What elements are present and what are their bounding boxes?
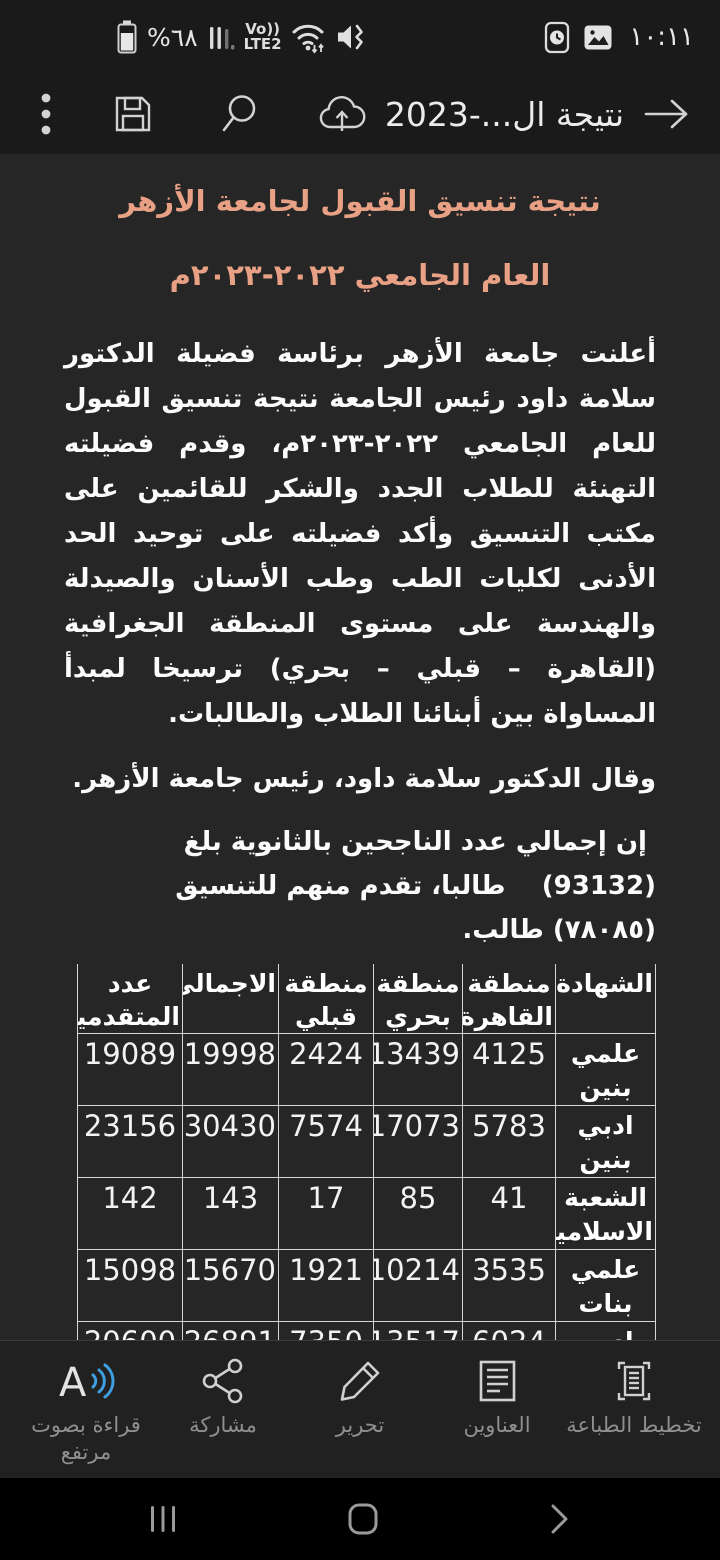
cell-value: 41 [462,1177,556,1250]
screenshot-icon [583,24,613,51]
headings-button[interactable]: العناوين [429,1355,565,1478]
col-header-qibli: منطقة قبلي [278,964,374,1034]
edit-button[interactable]: تحرير [292,1355,428,1478]
android-nav-bar [0,1478,720,1560]
cell-value: 15098 [77,1249,183,1322]
toolbar-item-label: تحرير [335,1413,385,1437]
table-row: علمي بنين 4125 13439 2424 19998 19089 [77,1033,656,1106]
col-header-certificate: الشهادة [555,964,656,1034]
cell-value: 4125 [462,1033,556,1106]
print-layout-icon [608,1355,660,1407]
cell-value: 7574 [278,1105,374,1178]
status-left-cluster: %٦٨ Vo)) LTE2 [116,20,366,54]
document-title: نتيجة ال...-2023 [384,94,624,134]
cell-value: 23156 [77,1105,183,1178]
row-label: الشعبة الاسلامية [555,1177,656,1250]
save-icon[interactable] [110,91,156,137]
cell-value: 19089 [77,1033,183,1106]
col-header-cairo: منطقة القاهرة [462,964,556,1034]
svg-text:A: A [59,1360,87,1406]
cell-value: 17 [278,1177,374,1250]
cell-value: 20600 [77,1321,183,1340]
battery-percent: %٦٨ [147,22,198,52]
cell-value: 142 [77,1177,183,1250]
cell-value: 13439 [373,1033,463,1106]
status-right-cluster: ١٠:١١ [544,21,694,54]
headings-icon [471,1355,523,1407]
bottom-toolbar: A قراءة بصوت مرتفع مشاركة [0,1340,720,1478]
cell-value: 143 [182,1177,279,1250]
clock-time: ١٠:١١ [629,22,694,52]
table-row: الشعبة الاسلامية 41 85 17 143 142 [77,1177,656,1250]
cell-value: 26891 [182,1321,279,1340]
cell-value: 30430 [182,1105,279,1178]
results-table: الشهادة منطقة القاهرة منطقة بحري منطقة ق… [77,964,656,1340]
vibrate-mute-icon [334,21,366,53]
doc-heading-2: العام الجامعي ٢٠٢٢-٢٠٢٣م [169,258,551,292]
doc-paragraph-stats: إن إجمالي عدد الناجحين بالثانوية بلغ (93… [166,827,656,945]
volte-indicator: Vo)) LTE2 [243,20,282,53]
cell-value: 15670 [182,1249,279,1322]
cell-value: 1921 [278,1249,374,1322]
row-label: ادبي بنين [555,1105,656,1178]
row-label: ادبي بنات [555,1321,656,1340]
cell-value: 6024 [462,1321,556,1340]
cloud-upload-icon[interactable] [314,91,370,137]
wifi-icon [291,20,325,54]
cell-value: 3535 [462,1249,556,1322]
cell-value: 13517 [373,1321,463,1340]
table-header-row: الشهادة منطقة القاهرة منطقة بحري منطقة ق… [77,964,656,1034]
edit-pencil-icon [335,1355,385,1407]
doc-paragraph-quote: وقال الدكتور سلامة داود، رئيس جامعة الأز… [72,764,656,794]
cell-value: 17073 [373,1105,463,1178]
read-aloud-icon: A [55,1355,117,1407]
table-row: ادبي بنات 6024 13517 7350 26891 20600 [77,1321,656,1340]
doc-heading-1: نتيجة تنسيق القبول لجامعة الأزهر [119,184,601,218]
cell-value: 85 [373,1177,463,1250]
document-canvas[interactable]: نتيجة تنسيق القبول لجامعة الأزهر العام ا… [0,154,720,1340]
cell-value: 5783 [462,1105,556,1178]
row-label: علمي بنين [555,1033,656,1106]
col-header-bahri: منطقة بحري [373,964,463,1034]
status-bar: %٦٨ Vo)) LTE2 [0,0,720,74]
read-aloud-button[interactable]: A قراءة بصوت مرتفع [18,1355,154,1478]
cell-value: 19998 [182,1033,279,1106]
screen-record-icon [544,21,571,54]
recents-button[interactable] [150,1505,176,1533]
toolbar-item-label: مشاركة [189,1413,257,1437]
row-label: علمي بنات [555,1249,656,1322]
search-icon[interactable] [216,91,262,137]
app-toolbar: نتيجة ال...-2023 [0,74,720,154]
cell-value: 2424 [278,1033,374,1106]
doc-paragraph-main: أعلنت جامعة الأزهر برئاسة فضيلة الدكتور … [64,339,657,729]
toolbar-item-label: العناوين [463,1413,531,1437]
toolbar-item-label: تخطيط الطباعة [566,1413,702,1437]
toolbar-item-label: قراءة بصوت مرتفع [31,1413,141,1464]
back-arrow-icon[interactable] [640,93,694,135]
battery-icon [116,20,138,54]
print-layout-button[interactable]: تخطيط الطباعة [566,1355,702,1478]
signal-bars-icon [207,22,235,52]
overflow-menu-icon[interactable] [40,91,52,137]
col-header-applicants: عدد المتقدمين [77,964,183,1034]
share-icon [198,1355,248,1407]
col-header-total: الاجمالي [182,964,279,1034]
share-button[interactable]: مشاركة [155,1355,291,1478]
table-row: ادبي بنين 5783 17073 7574 30430 23156 [77,1105,656,1178]
table-row: علمي بنات 3535 10214 1921 15670 15098 [77,1249,656,1322]
home-button[interactable] [348,1503,378,1535]
back-button[interactable] [550,1504,570,1534]
cell-value: 10214 [373,1249,463,1322]
cell-value: 7350 [278,1321,374,1340]
